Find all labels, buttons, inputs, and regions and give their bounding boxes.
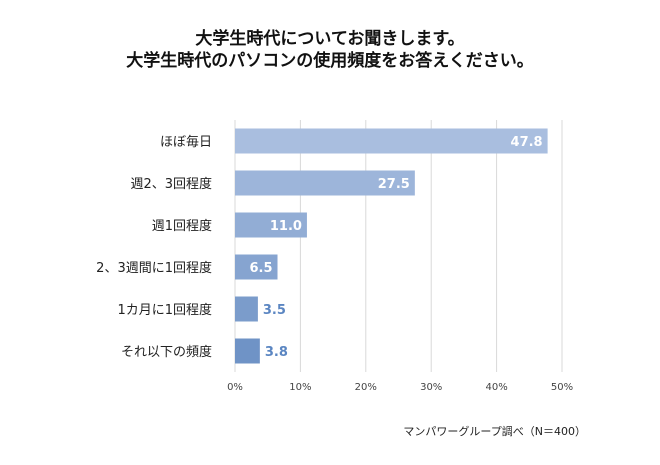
bar [235, 338, 260, 364]
category-label: それ以下の頻度 [121, 344, 212, 360]
data-label: 27.5 [378, 177, 410, 192]
category-label: ほぼ毎日 [160, 134, 212, 150]
bar [235, 170, 415, 196]
bar [235, 296, 258, 322]
category-label: 週1回程度 [152, 218, 212, 234]
category-label: 2、3週間に1回程度 [96, 260, 212, 276]
x-tick-label: 40% [485, 382, 507, 393]
data-label: 11.0 [270, 219, 302, 234]
x-tick-label: 10% [289, 382, 311, 393]
chart-title-line-2: 大学生時代のパソコンの使用頻度をお答えください。 [126, 51, 534, 71]
category-label: 週2、3回程度 [130, 176, 212, 192]
data-label: 3.8 [265, 345, 288, 360]
x-tick-label: 0% [227, 382, 243, 393]
source-note: マンパワーグループ調べ（N＝400） [403, 425, 586, 438]
data-label: 47.8 [511, 135, 543, 150]
category-label: 1カ月に1回程度 [117, 302, 212, 318]
bar [235, 128, 548, 154]
bar [235, 254, 278, 280]
x-tick-label: 30% [420, 382, 442, 393]
x-tick-label: 20% [355, 382, 377, 393]
data-label: 6.5 [249, 261, 272, 276]
chart-title-line-1: 大学生時代についてお聞きします。 [195, 29, 465, 49]
x-tick-label: 50% [551, 382, 573, 393]
data-label: 3.5 [263, 303, 286, 318]
bar [235, 212, 307, 238]
